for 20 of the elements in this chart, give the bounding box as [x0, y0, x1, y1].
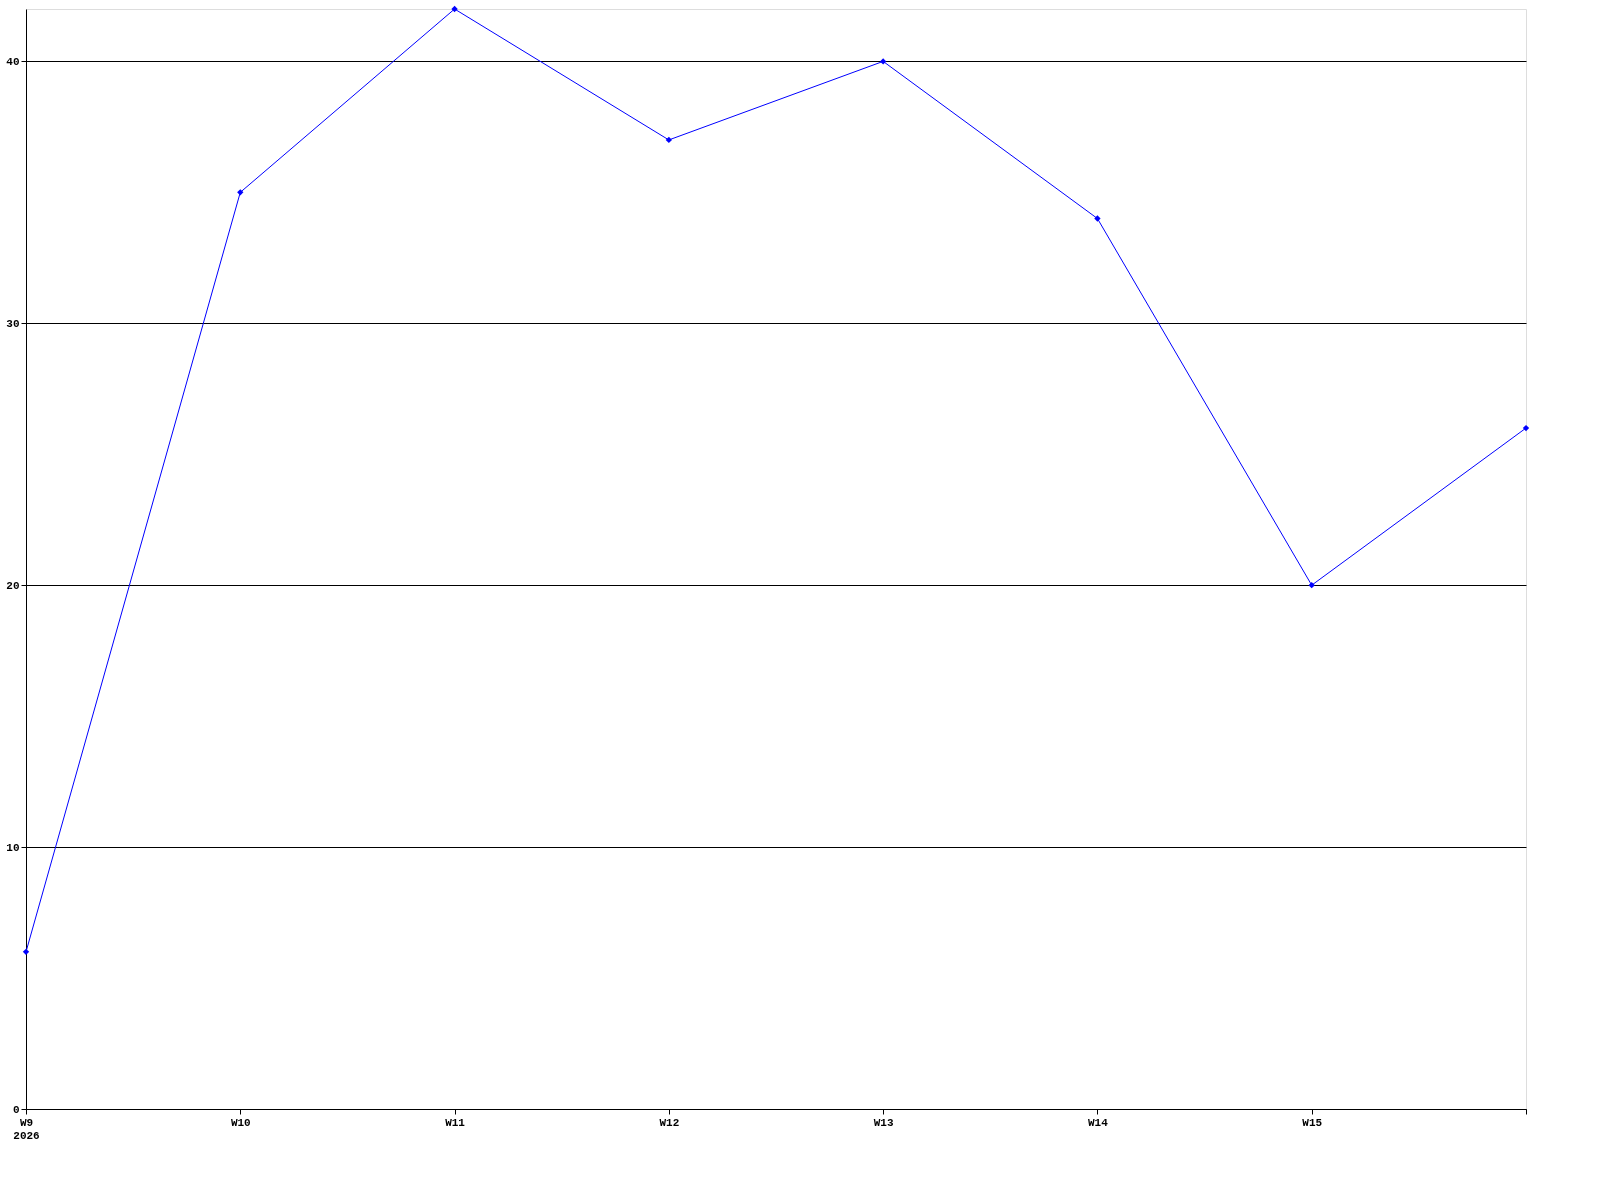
point: [22, 948, 30, 956]
y-tick-label: 30: [6, 317, 20, 330]
point: [237, 189, 244, 196]
x-tick-label: W12: [659, 1116, 680, 1129]
y-tick-label: 0: [12, 1103, 20, 1116]
y-tick-label: 40: [6, 55, 20, 68]
x-tick-label: W14: [1088, 1116, 1109, 1129]
point: [1522, 424, 1530, 432]
point: [1308, 582, 1315, 589]
x-tick-label: W15: [1302, 1116, 1323, 1129]
y-tick-label: 20: [6, 579, 20, 592]
x-tick-label: W9 2026: [13, 1116, 40, 1142]
point: [451, 5, 458, 13]
x-tick-label: W10: [230, 1116, 251, 1129]
y-tick-label: 10: [6, 841, 20, 854]
point: [665, 136, 673, 144]
point: [1094, 215, 1101, 222]
x-tick-label: W13: [873, 1116, 894, 1129]
point: [879, 58, 887, 65]
x-tick-label: W11: [445, 1116, 466, 1129]
